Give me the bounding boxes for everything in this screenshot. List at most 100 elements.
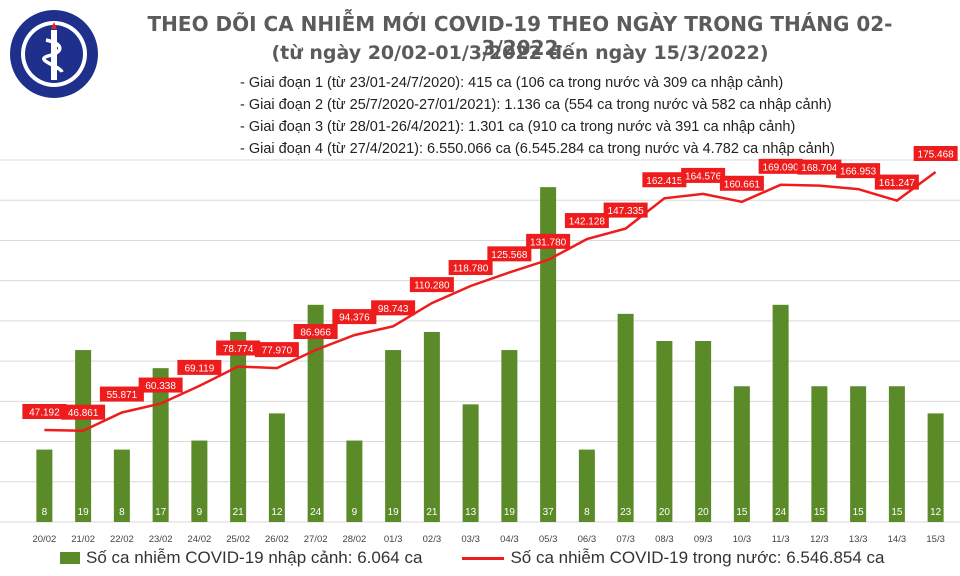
- x-tick-label: 08/3: [655, 534, 674, 545]
- x-tick-label: 27/02: [304, 534, 328, 545]
- bar-value-label: 19: [78, 507, 90, 518]
- bar: [695, 341, 712, 522]
- bar-value-label: 8: [584, 507, 590, 518]
- x-tick-label: 09/3: [694, 534, 713, 545]
- legend-line-label: Số ca nhiễm COVID-19 trong nước: 6.546.8…: [510, 548, 885, 567]
- bar-value-label: 15: [853, 507, 865, 518]
- bar: [268, 413, 285, 522]
- bar: [36, 449, 53, 522]
- legend-line-swatch: [462, 556, 505, 560]
- line-value-label: 118.780: [453, 264, 489, 275]
- line-value-label: 164.576: [685, 171, 722, 182]
- line-label-box: [371, 300, 416, 316]
- line-label-box: [681, 167, 726, 183]
- note-line-4: - Giai đoạn 4 (từ 27/4/2021): 6.550.066 …: [240, 141, 835, 157]
- line-label-box: [603, 202, 648, 218]
- bar-value-label: 15: [814, 507, 826, 518]
- bar-value-label: 8: [119, 507, 125, 518]
- line-label-box: [22, 404, 67, 419]
- line-value-label: 55.871: [107, 390, 138, 401]
- line-label-box: [526, 233, 571, 249]
- line-value-label: 147.335: [608, 206, 645, 217]
- note-line-1: - Giai đoạn 1 (từ 23/01-24/7/2020): 415 …: [240, 75, 784, 91]
- line-label-box: [797, 159, 842, 175]
- line-label-box: [99, 386, 144, 402]
- bar-value-label: 13: [465, 507, 477, 518]
- bar: [733, 386, 750, 522]
- bar-value-label: 19: [388, 507, 400, 518]
- x-tick-label: 13/3: [849, 534, 868, 545]
- line-value-label: 94.376: [339, 313, 370, 324]
- x-tick-label: 15/3: [926, 534, 945, 545]
- line-value-label: 175.468: [918, 150, 955, 161]
- x-tick-label: 21/02: [71, 534, 95, 545]
- x-tick-label: 06/3: [578, 534, 597, 545]
- bar-value-label: 8: [42, 507, 48, 518]
- x-tick-label: 12/3: [810, 534, 829, 545]
- bar: [540, 187, 557, 522]
- legend-bar-swatch: [60, 552, 80, 564]
- bar: [423, 331, 440, 522]
- line-value-label: 69.119: [184, 363, 214, 374]
- line-value-label: 46.861: [68, 408, 99, 419]
- line-label-box: [719, 175, 764, 191]
- bar-value-label: 24: [310, 507, 322, 518]
- bar-value-label: 21: [426, 507, 438, 518]
- bar: [501, 350, 518, 522]
- bar: [578, 449, 595, 522]
- bar-value-label: 23: [620, 507, 632, 518]
- bar-value-label: 12: [930, 507, 942, 518]
- note-line-2: - Giai đoạn 2 (từ 25/7/2020-27/01/2021):…: [240, 97, 832, 113]
- line-value-label: 125.568: [491, 250, 528, 261]
- bar-value-label: 15: [891, 507, 903, 518]
- line-label-box: [61, 404, 106, 420]
- x-tick-label: 26/02: [265, 534, 289, 545]
- line-label-box: [216, 340, 261, 356]
- bar-value-label: 24: [775, 507, 787, 518]
- line-value-label: 162.415: [646, 176, 683, 187]
- line-value-label: 169.090: [763, 162, 800, 173]
- line-label-box: [487, 246, 532, 262]
- bar-value-label: 37: [543, 507, 555, 518]
- x-tick-label: 03/3: [461, 534, 480, 545]
- line-value-label: 86.966: [300, 328, 331, 339]
- bar: [346, 440, 363, 522]
- note-line-3: - Giai đoạn 3 (từ 28/01-26/4/2021): 1.30…: [240, 119, 796, 135]
- line-value-label: 166.953: [840, 167, 877, 178]
- bar-value-label: 21: [233, 507, 245, 518]
- bar: [927, 413, 944, 522]
- legend: Số ca nhiễm COVID-19 nhập cảnh: 6.064 ca…: [60, 548, 885, 568]
- line-label-box: [177, 359, 222, 375]
- line-value-label: 77.970: [262, 346, 293, 357]
- bar: [113, 449, 130, 522]
- x-tick-label: 01/3: [384, 534, 403, 545]
- line-label-box: [913, 146, 958, 161]
- line-label-box: [409, 277, 454, 293]
- bar: [152, 368, 169, 522]
- ministry-of-health-logo: [8, 8, 100, 100]
- x-tick-label: 10/3: [733, 534, 752, 545]
- bar: [462, 404, 479, 522]
- x-tick-label: 28/02: [342, 534, 366, 545]
- bar-value-label: 12: [271, 507, 283, 518]
- line-value-label: 160.661: [724, 179, 761, 190]
- line-label-box: [332, 309, 377, 325]
- bar-value-label: 17: [155, 507, 167, 518]
- line-label-box: [564, 213, 609, 229]
- line-label-box: [254, 342, 299, 358]
- legend-bar-label: Số ca nhiễm COVID-19 nhập cảnh: 6.064 ca: [86, 548, 423, 567]
- bar-value-label: 9: [352, 507, 358, 518]
- bar: [385, 350, 402, 522]
- bar: [307, 304, 324, 522]
- bar: [617, 313, 634, 522]
- bar-value-label: 9: [197, 507, 203, 518]
- chart-subtitle: (từ ngày 20/02-01/3/2022 đến ngày 15/3/2…: [271, 42, 769, 64]
- bar-value-label: 15: [736, 507, 748, 518]
- line-value-label: 142.128: [569, 217, 606, 228]
- bar: [811, 386, 828, 522]
- x-tick-label: 11/3: [772, 534, 790, 545]
- line-value-label: 168.704: [801, 163, 838, 174]
- domestic-cases-line: [44, 170, 937, 432]
- x-tick-label: 20/02: [32, 534, 56, 545]
- line-label-box: [138, 377, 183, 393]
